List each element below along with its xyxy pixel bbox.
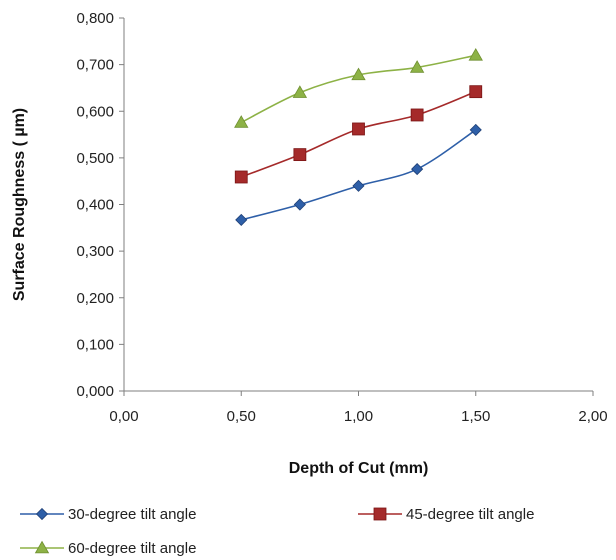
chart-series — [234, 47, 483, 226]
y-tick-label: 0,600 — [76, 103, 114, 120]
y-tick-label: 0,400 — [76, 197, 114, 214]
series-2 — [234, 85, 483, 184]
data-point — [352, 122, 365, 136]
data-point — [234, 170, 248, 184]
legend-marker — [35, 507, 49, 521]
legend-label: 45-degree tilt angle — [406, 506, 534, 523]
legend-item: 45-degree tilt angle — [358, 506, 534, 523]
series-1 — [235, 123, 482, 226]
x-tick-label: 0,50 — [227, 408, 256, 425]
data-point — [293, 148, 307, 162]
y-axis-title: Surface Roughness ( µm) — [11, 108, 28, 301]
data-point — [409, 60, 425, 73]
y-tick-label: 0,500 — [76, 150, 114, 167]
data-point — [469, 85, 483, 99]
data-point — [351, 67, 366, 81]
data-point — [468, 47, 483, 61]
series-line — [241, 129, 477, 221]
y-tick-label: 0,800 — [76, 10, 114, 27]
legend-marker — [373, 507, 387, 521]
x-tick-label: 0,00 — [109, 408, 138, 425]
data-point — [293, 198, 306, 211]
data-point — [411, 162, 424, 176]
y-tick-label: 0,100 — [76, 336, 114, 353]
x-tick-label: 2,00 — [578, 408, 607, 425]
y-tick-label: 0,200 — [76, 290, 114, 307]
y-tick-label: 0,000 — [76, 383, 114, 400]
y-tick-label: 0,300 — [76, 243, 114, 260]
legend-item: 60-degree tilt angle — [20, 540, 196, 557]
data-point — [292, 85, 308, 98]
legend-label: 60-degree tilt angle — [68, 540, 196, 557]
y-axis-ticks: 0,000 0,100 0,200 0,300 0,400 0,500 0,600 0,700… — [76, 10, 124, 400]
x-axis-ticks: 0,00 0,50 1,00 1,50 2,00 — [109, 391, 608, 425]
data-point — [410, 108, 424, 122]
chart-legend: 30-degree tilt angle 45-degree tilt angle… — [20, 506, 534, 557]
y-tick-label: 0,700 — [76, 57, 114, 74]
legend-item: 30-degree tilt angle — [20, 506, 196, 523]
series-line — [240, 54, 476, 124]
data-point — [234, 115, 249, 128]
legend-marker — [34, 540, 50, 554]
x-axis-title: Depth of Cut (mm) — [289, 460, 429, 477]
x-tick-label: 1,00 — [344, 408, 373, 425]
x-tick-label: 1,50 — [461, 408, 490, 425]
data-point — [235, 213, 248, 226]
data-point — [352, 179, 365, 192]
series-3 — [234, 47, 483, 128]
data-point — [469, 123, 482, 136]
legend-label: 30-degree tilt angle — [68, 506, 196, 523]
